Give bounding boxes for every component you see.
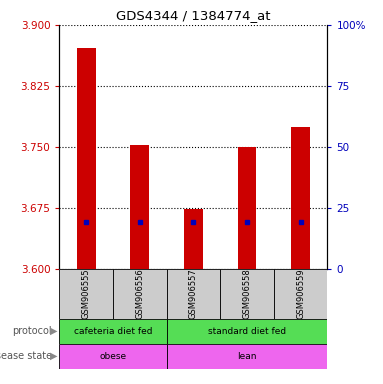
FancyBboxPatch shape <box>113 269 167 319</box>
FancyBboxPatch shape <box>167 344 327 369</box>
Text: GSM906559: GSM906559 <box>296 268 305 319</box>
Text: GSM906557: GSM906557 <box>189 268 198 319</box>
Text: ▶: ▶ <box>50 351 57 361</box>
Text: GSM906558: GSM906558 <box>242 268 252 319</box>
Text: GSM906556: GSM906556 <box>135 268 144 319</box>
FancyBboxPatch shape <box>59 269 113 319</box>
Legend: transformed count, percentile rank within the sample: transformed count, percentile rank withi… <box>64 382 235 384</box>
Text: ▶: ▶ <box>50 326 57 336</box>
Text: GSM906555: GSM906555 <box>82 268 91 319</box>
Text: lean: lean <box>237 352 257 361</box>
Text: obese: obese <box>100 352 126 361</box>
FancyBboxPatch shape <box>167 319 327 344</box>
Bar <box>237 147 257 269</box>
FancyBboxPatch shape <box>274 269 327 319</box>
Bar <box>77 48 96 269</box>
Text: disease state: disease state <box>0 351 52 361</box>
Text: standard diet fed: standard diet fed <box>208 327 286 336</box>
Title: GDS4344 / 1384774_at: GDS4344 / 1384774_at <box>116 9 271 22</box>
FancyBboxPatch shape <box>59 319 167 344</box>
FancyBboxPatch shape <box>167 269 220 319</box>
Bar <box>184 209 203 269</box>
FancyBboxPatch shape <box>220 269 274 319</box>
Text: cafeteria diet fed: cafeteria diet fed <box>74 327 152 336</box>
Bar <box>291 127 310 269</box>
Bar <box>130 145 149 269</box>
Text: protocol: protocol <box>12 326 52 336</box>
FancyBboxPatch shape <box>59 344 167 369</box>
